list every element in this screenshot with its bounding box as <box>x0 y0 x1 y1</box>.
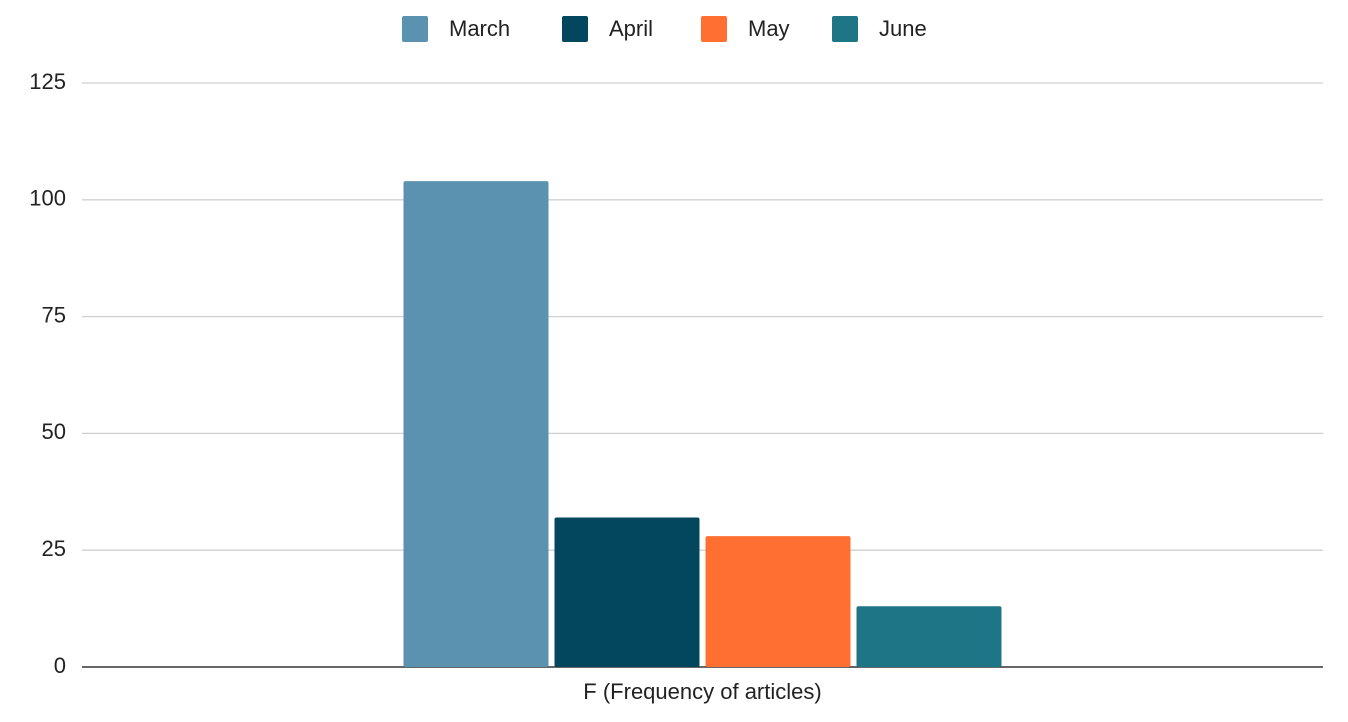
x-tick-label: F (Frequency of articles) <box>583 679 821 704</box>
legend-swatch <box>562 16 588 42</box>
bar <box>554 517 700 667</box>
legend-label: March <box>449 16 510 41</box>
legend-swatch <box>402 16 428 42</box>
y-tick-label: 100 <box>29 186 66 211</box>
y-tick-label: 75 <box>42 302 66 327</box>
bar <box>856 606 1002 667</box>
legend-label: April <box>609 16 653 41</box>
legend-swatch <box>832 16 858 42</box>
y-tick-label: 25 <box>42 536 66 561</box>
legend-label: June <box>879 16 927 41</box>
y-tick-label: 0 <box>54 653 66 678</box>
legend-swatch <box>701 16 727 42</box>
y-tick-label: 125 <box>29 69 66 94</box>
legend-label: May <box>748 16 790 41</box>
bar <box>705 536 851 667</box>
bar <box>403 181 549 667</box>
y-tick-label: 50 <box>42 419 66 444</box>
